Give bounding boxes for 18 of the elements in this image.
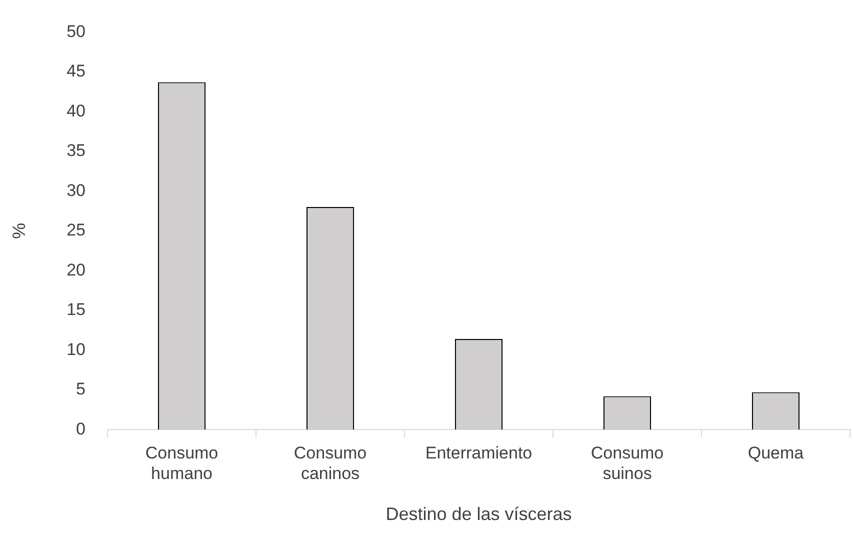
y-tick-label: 10: [66, 340, 86, 359]
y-tick-label: 15: [66, 300, 86, 320]
x-tick-label: Consumo humano: [145, 443, 218, 483]
x-tick-label: Consumo caninos: [294, 443, 367, 483]
y-tick-label: 30: [66, 180, 86, 200]
y-axis-title: %: [8, 222, 29, 239]
x-tick-label: Enterramiento: [425, 443, 532, 462]
y-tick-label: 5: [76, 380, 86, 399]
x-tick-label: Consumo suinos: [590, 443, 664, 483]
y-tick-label: 40: [66, 101, 86, 120]
x-axis-title: Destino de las vísceras: [386, 504, 572, 524]
y-tick-label: 50: [66, 22, 86, 41]
y-tick-label: 20: [66, 260, 86, 280]
y-tick-label: 25: [66, 220, 86, 240]
x-tick-label: Quema: [748, 443, 804, 462]
y-tick-label: 35: [66, 141, 86, 160]
y-tick-label: 0: [76, 419, 86, 438]
y-tick-label: 45: [66, 62, 86, 81]
